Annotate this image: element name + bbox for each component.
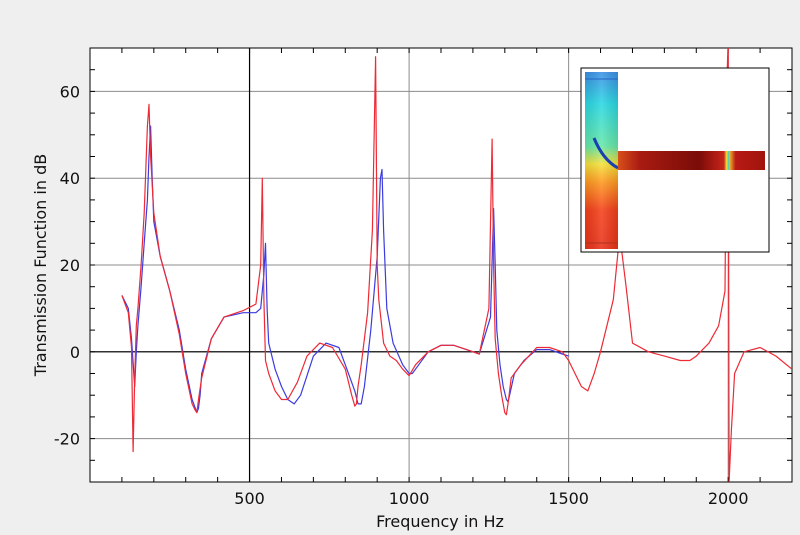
series-lines	[121, 48, 792, 482]
x-tick-label: 1000	[389, 489, 430, 508]
x-tick-label: 500	[234, 489, 265, 508]
inset-field-image	[580, 67, 770, 253]
y-tick-label: 40	[60, 169, 80, 188]
y-tick-label: 60	[60, 82, 80, 101]
x-axis-label: Frequency in Hz	[376, 512, 504, 531]
y-tick-label: 0	[70, 343, 80, 362]
series-line-1	[121, 125, 569, 414]
y-tick-label: -20	[54, 430, 80, 449]
axis-ticks: 500 1000 1500 2000 -20 0 20 40 60	[54, 48, 792, 508]
x-tick-label: 1500	[548, 489, 589, 508]
x-tick-label: 2000	[708, 489, 749, 508]
y-axis-label: Transmission Function in dB	[31, 154, 50, 377]
y-tick-label: 20	[60, 256, 80, 275]
zero-axes	[90, 48, 792, 482]
series-line-0	[121, 48, 792, 482]
